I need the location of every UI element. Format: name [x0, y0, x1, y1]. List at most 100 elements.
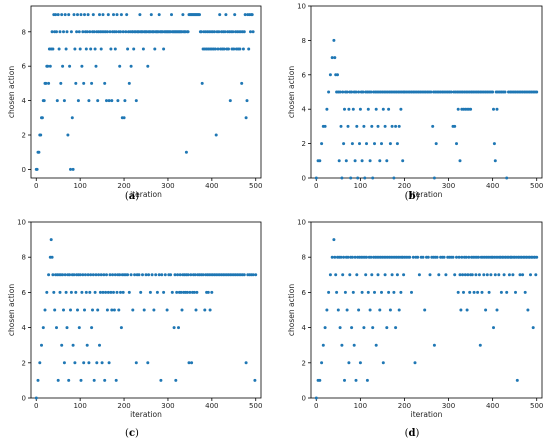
scatter-point [350, 255, 354, 259]
scatter-point [141, 47, 145, 51]
x-tick-label: 500 [249, 182, 262, 190]
scatter-point [110, 99, 114, 103]
scatter-point [112, 308, 116, 312]
scatter-point [81, 30, 85, 34]
scatter-point [92, 30, 96, 34]
scatter-point [351, 290, 355, 294]
scatter-point [434, 142, 438, 146]
scatter-point [314, 176, 318, 180]
scatter-point [165, 308, 169, 312]
x-tick-label: 300 [442, 402, 455, 410]
scatter-point [73, 361, 77, 365]
scatter-point [341, 273, 345, 277]
scatter-point [526, 308, 530, 312]
scatter-point [104, 290, 108, 294]
scatter-point [105, 99, 108, 103]
scatter-point [354, 90, 358, 94]
scatter-point [374, 107, 378, 111]
scatter-point [86, 13, 90, 17]
caption-letter: c [129, 428, 135, 439]
y-tick-label: 10 [297, 219, 306, 227]
scatter-point [99, 273, 103, 277]
scatter-point [172, 326, 176, 330]
scatter-point [371, 326, 375, 330]
scatter-point [170, 13, 173, 17]
x-tick-label: 400 [486, 182, 499, 190]
x-tick-label: 100 [354, 182, 367, 190]
scatter-point [474, 273, 478, 277]
scatter-point [387, 107, 391, 111]
scatter-point [98, 290, 102, 294]
scatter-point [242, 30, 246, 34]
scatter-point [80, 290, 84, 294]
scatter-point [397, 124, 401, 128]
plot-frame [310, 5, 543, 179]
scatter-point [365, 255, 368, 259]
scatter-point [174, 378, 178, 382]
y-tick-label: 10 [17, 219, 26, 227]
scatter-point [385, 326, 389, 330]
scatter-point [68, 64, 72, 68]
scatter-point [243, 13, 247, 17]
scatter-point [328, 73, 332, 77]
scatter-point [77, 326, 81, 330]
y-tick-label: 2 [302, 140, 306, 148]
scatter-point [64, 47, 68, 51]
scatter-point [71, 167, 75, 171]
panel-caption: (d) [405, 428, 420, 439]
scatter-point [455, 255, 458, 259]
scatter-point [62, 308, 65, 312]
scatter-point [249, 30, 252, 34]
scatter-point [79, 378, 83, 382]
y-tick-label: 4 [302, 106, 307, 114]
scatter-point [193, 273, 197, 277]
scatter-point [186, 30, 190, 34]
scatter-point [190, 361, 194, 365]
scatter-point [55, 30, 58, 34]
scatter-point [381, 361, 385, 365]
scatter-point [84, 47, 88, 51]
scatter-point [195, 290, 199, 294]
scatter-point [487, 290, 491, 294]
scatter-point [320, 142, 324, 146]
x-tick-label: 200 [398, 402, 411, 410]
scatter-point [361, 90, 365, 94]
scatter-point [378, 308, 382, 312]
scatter-point [460, 255, 464, 259]
scatter-point [342, 255, 346, 259]
scatter-point [111, 273, 115, 277]
chart-panel-a: 0 100 200 300 400 500 0 2 4 6 8 iteration chosen act… [7, 5, 262, 202]
scatter-point [245, 99, 249, 103]
scatter-point [150, 273, 154, 277]
scatter-point [343, 107, 346, 111]
scatter-point [330, 56, 334, 60]
scatter-point [410, 290, 413, 294]
scatter-point [79, 13, 83, 17]
scatter-point [134, 361, 138, 365]
scatter-point [162, 47, 166, 51]
scatter-point [381, 107, 385, 111]
scatter-point [358, 361, 362, 365]
scatter-point [189, 273, 193, 277]
scatter-point [118, 64, 122, 68]
scatter-point [37, 150, 41, 154]
scatter-point [346, 124, 350, 128]
scatter-point [350, 326, 354, 330]
scatter-point [320, 361, 324, 365]
scatter-point [395, 142, 399, 146]
scatter-point [238, 47, 242, 51]
y-tick-label: 4 [22, 324, 27, 332]
scatter-point [78, 47, 82, 51]
scatter-point [347, 361, 351, 365]
scatter-point [213, 30, 216, 34]
chart-panel-b: 0 100 200 300 400 500 0 2 4 6 8 10 iteration chosen a… [287, 3, 543, 203]
scatter-point [456, 290, 460, 294]
scatter-point [531, 326, 535, 330]
scatter-point [74, 81, 78, 85]
scatter-point [227, 47, 230, 51]
scatter-point [523, 290, 527, 294]
scatter-point [119, 290, 122, 294]
scatter-point [40, 116, 44, 120]
scatter-point [374, 343, 378, 347]
scatter-point [89, 273, 93, 277]
